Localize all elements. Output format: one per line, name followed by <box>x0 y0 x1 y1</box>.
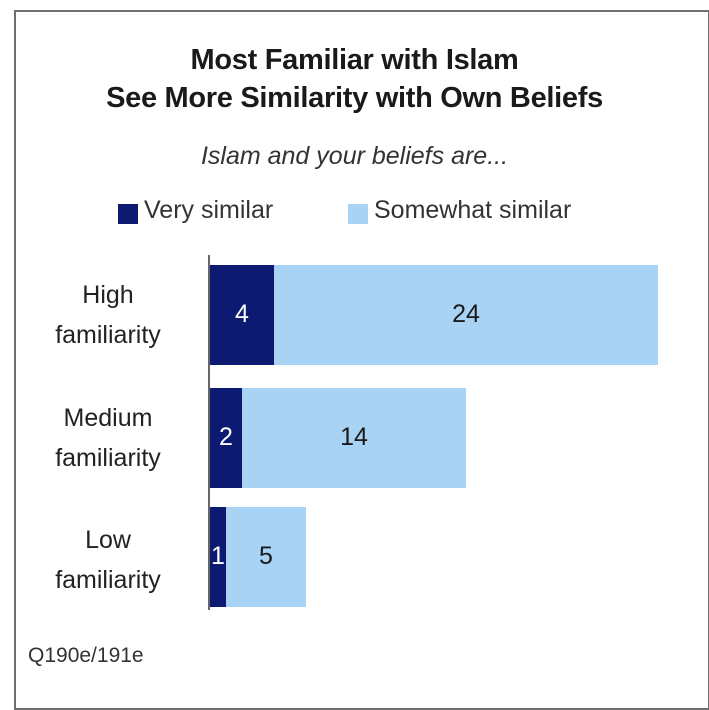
bar-medium-somewhat-similar <box>242 388 466 488</box>
bar-low-somewhat-similar <box>226 507 306 607</box>
legend-swatch-somewhat-similar <box>348 204 368 224</box>
category-label-low-line1: Low <box>85 526 131 554</box>
bar-label-low-very-similar: 1 <box>211 542 225 570</box>
category-label-high-line1: High <box>82 281 134 309</box>
bar-medium-very-similar <box>210 388 242 488</box>
legend-label-very-similar: Very similar <box>144 196 274 224</box>
category-label-medium-line1: Medium <box>63 404 153 432</box>
category-label-low: Low familiarity <box>18 520 198 600</box>
bar-high-somewhat-similar <box>274 265 658 365</box>
bar-label-medium-very-similar: 2 <box>219 423 233 451</box>
category-label-high-line2: familiarity <box>55 321 161 349</box>
chart-subtitle: Islam and your beliefs are... <box>200 142 509 170</box>
bar-label-high-very-similar: 4 <box>235 300 249 328</box>
category-label-high: High familiarity <box>18 275 198 355</box>
source-note: Q190e/191e <box>28 644 144 667</box>
bar-label-medium-somewhat-similar: 14 <box>340 423 368 451</box>
category-label-medium-line2: familiarity <box>55 444 161 472</box>
bar-high-very-similar <box>210 265 274 365</box>
bar-low-very-similar <box>210 507 226 607</box>
chart-title-line2: See More Similarity with Own Beliefs <box>106 82 603 114</box>
chart-title: Most Familiar with Islam <box>190 44 519 76</box>
legend-label-somewhat-similar: Somewhat similar <box>374 196 572 224</box>
category-label-low-line2: familiarity <box>55 566 161 594</box>
bar-label-high-somewhat-similar: 24 <box>452 300 480 328</box>
bar-label-low-somewhat-similar: 5 <box>259 542 273 570</box>
legend-swatch-very-similar <box>118 204 138 224</box>
y-axis-line <box>208 255 210 610</box>
category-label-medium: Medium familiarity <box>18 398 198 478</box>
